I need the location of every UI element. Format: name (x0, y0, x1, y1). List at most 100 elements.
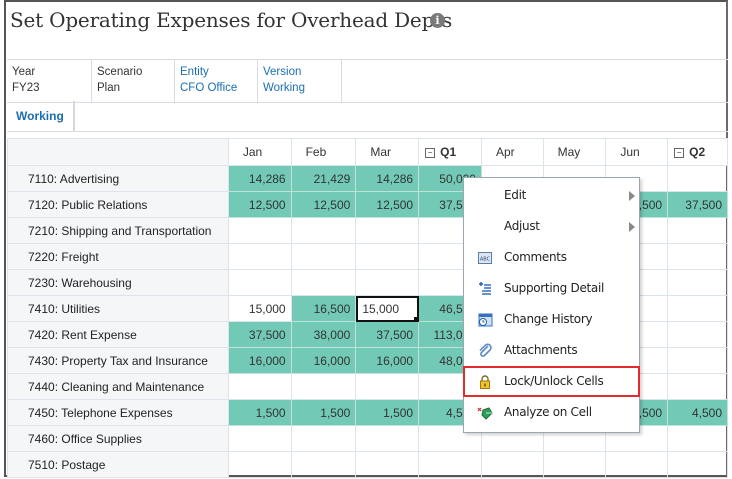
pov-label: Year (12, 66, 36, 78)
data-cell[interactable] (355, 373, 420, 400)
data-cell[interactable] (418, 451, 482, 478)
pov-value[interactable]: CFO Office (180, 82, 238, 94)
data-cell[interactable]: 12,500 (227, 191, 292, 218)
data-cell[interactable]: 16,500 (290, 295, 357, 322)
menu-item-supporting-detail[interactable]: Supporting Detail (465, 274, 638, 303)
info-icon[interactable]: i (430, 13, 445, 28)
data-cell[interactable] (290, 425, 357, 452)
data-cell[interactable]: 16,000 (355, 347, 420, 374)
change-history-icon (477, 312, 493, 328)
paperclip-icon (477, 343, 493, 359)
data-cell[interactable]: 14,286 (227, 165, 292, 192)
data-cell[interactable] (355, 217, 420, 244)
column-header-apr[interactable]: Apr (480, 138, 544, 166)
header-row: Jan Feb Mar − Q1 Apr May Jun − Q2 (7, 138, 728, 166)
menu-item-label: Supporting Detail (504, 281, 605, 295)
data-cell[interactable] (227, 217, 292, 244)
pov-scenario: Scenario Plan (92, 60, 175, 102)
data-cell[interactable] (667, 451, 728, 478)
column-header-jun[interactable]: Jun (605, 138, 669, 166)
pov-bar: Year FY23 Scenario Plan Entity CFO Offic… (7, 59, 728, 103)
data-cell[interactable] (667, 269, 728, 296)
data-cell[interactable] (290, 243, 357, 270)
data-cell[interactable]: 14,286 (355, 165, 420, 192)
data-cell[interactable] (290, 269, 357, 296)
pov-version[interactable]: Version Working (258, 60, 342, 102)
analyze-icon (477, 405, 493, 421)
pov-entity[interactable]: Entity CFO Office (175, 60, 258, 102)
column-header-may[interactable]: May (542, 138, 607, 166)
collapse-icon[interactable]: − (674, 148, 685, 158)
data-cell[interactable] (355, 451, 420, 478)
row-label: 7410: Utilities (7, 295, 229, 322)
data-cell[interactable] (227, 243, 292, 270)
menu-item-edit[interactable]: Edit (465, 181, 638, 210)
data-cell[interactable]: 12,500 (290, 191, 357, 218)
data-cell[interactable]: 21,429 (290, 165, 357, 192)
data-cell[interactable]: 37,500 (667, 191, 728, 218)
row-label: 7510: Postage (7, 451, 229, 478)
data-cell[interactable]: 38,000 (290, 321, 357, 348)
column-header-feb[interactable]: Feb (290, 138, 357, 166)
data-cell[interactable] (290, 451, 357, 478)
menu-item-attachments[interactable]: Attachments (465, 336, 638, 365)
data-cell[interactable] (667, 373, 728, 400)
menu-item-change-history[interactable]: Change History (465, 305, 638, 334)
data-cell[interactable] (290, 217, 357, 244)
column-header-q1[interactable]: − Q1 (418, 138, 482, 166)
pov-label[interactable]: Version (263, 66, 302, 78)
data-cell[interactable] (667, 425, 728, 452)
menu-item-comments[interactable]: ABC Comments (465, 243, 638, 272)
data-cell[interactable] (667, 347, 728, 374)
data-cell[interactable] (227, 269, 292, 296)
data-cell[interactable]: 15,000 (227, 295, 292, 322)
data-cell[interactable]: 1,500 (290, 399, 357, 426)
data-cell[interactable] (667, 243, 728, 270)
menu-item-lock-unlock-cells[interactable]: Lock/Unlock Cells (463, 366, 640, 397)
fill-handle[interactable] (414, 317, 418, 321)
pov-year: Year FY23 (7, 60, 92, 102)
data-cell[interactable] (605, 451, 669, 478)
row-label: 7440: Cleaning and Maintenance (7, 373, 229, 400)
menu-item-label: Attachments (504, 343, 578, 357)
row-label: 7120: Public Relations (7, 191, 229, 218)
data-cell[interactable] (480, 451, 544, 478)
data-cell[interactable]: 37,500 (227, 321, 292, 348)
selected-cell-input[interactable]: 15,000 (355, 295, 420, 322)
pov-label[interactable]: Entity (180, 66, 209, 78)
tab-working[interactable]: Working (7, 101, 75, 131)
data-cell[interactable]: 1,500 (355, 399, 420, 426)
collapse-icon[interactable]: − (425, 148, 436, 158)
data-cell[interactable]: 16,000 (227, 347, 292, 374)
data-cell[interactable] (290, 373, 357, 400)
data-cell[interactable]: 37,500 (355, 321, 420, 348)
comments-icon: ABC (477, 250, 493, 266)
data-cell[interactable] (667, 165, 728, 192)
data-cell[interactable] (542, 451, 607, 478)
column-header-q2[interactable]: − Q2 (667, 138, 728, 166)
pov-value: Plan (97, 82, 121, 94)
svg-text:ABC: ABC (480, 257, 491, 263)
menu-item-label: Edit (504, 188, 527, 202)
data-cell[interactable] (355, 269, 420, 296)
data-cell[interactable] (227, 425, 292, 452)
data-cell[interactable] (667, 217, 728, 244)
data-cell[interactable] (355, 243, 420, 270)
data-cell[interactable] (227, 373, 292, 400)
table-row: 7460: Office Supplies (7, 425, 728, 452)
data-cell[interactable]: 1,500 (227, 399, 292, 426)
data-cell[interactable] (667, 295, 728, 322)
menu-item-analyze-on-cell[interactable]: Analyze on Cell (465, 398, 638, 427)
row-label: 7450: Telephone Expenses (7, 399, 229, 426)
data-cell[interactable]: 4,500 (667, 399, 728, 426)
data-cell[interactable]: 16,000 (290, 347, 357, 374)
data-cell[interactable] (667, 321, 728, 348)
menu-item-adjust[interactable]: Adjust (465, 212, 638, 241)
pov-value[interactable]: Working (263, 82, 305, 94)
submenu-arrow-icon (629, 222, 635, 232)
data-cell[interactable] (227, 451, 292, 478)
data-cell[interactable] (355, 425, 420, 452)
column-header-mar[interactable]: Mar (355, 138, 420, 166)
data-cell[interactable]: 12,500 (355, 191, 420, 218)
column-header-jan[interactable]: Jan (227, 138, 292, 166)
